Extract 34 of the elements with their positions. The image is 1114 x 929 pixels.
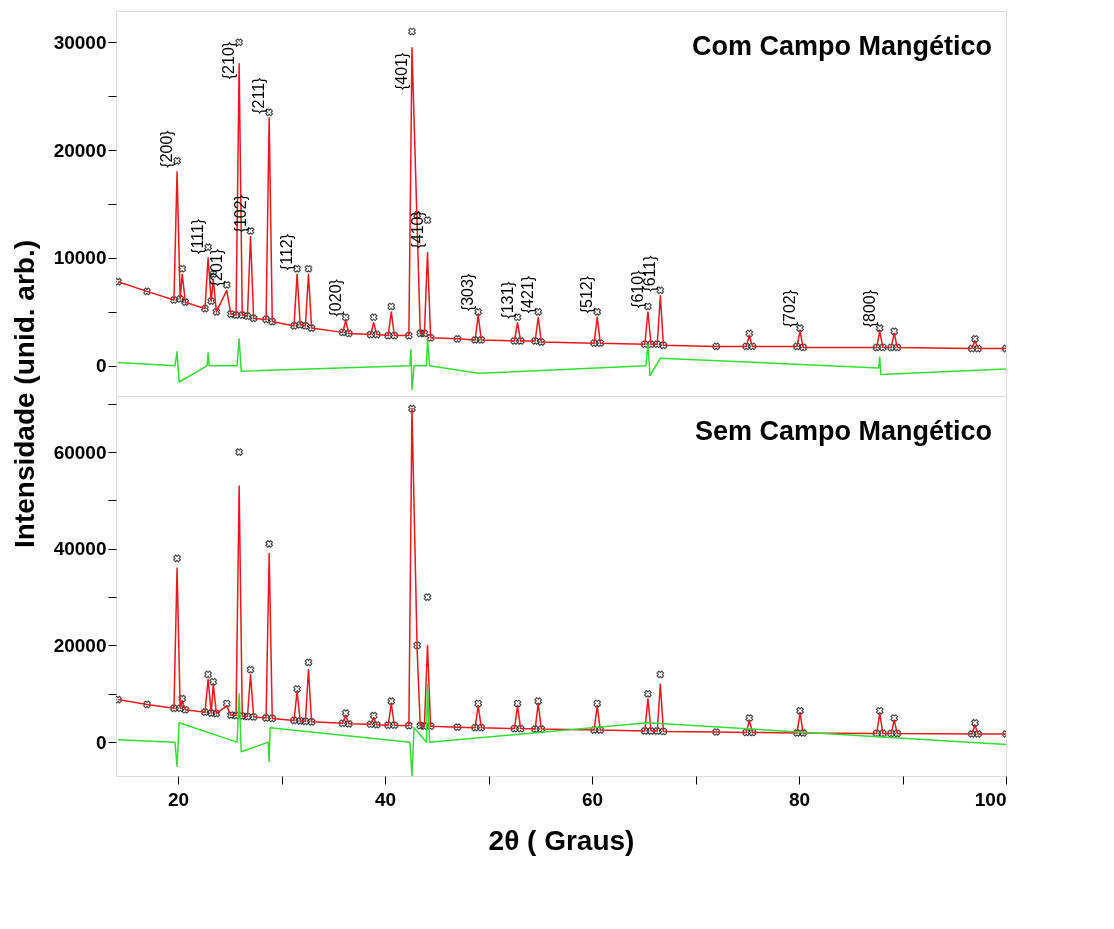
y-tick-label: 30000 <box>53 31 107 53</box>
annotation: {410} <box>408 210 426 249</box>
y-tick-label: 10000 <box>53 247 107 269</box>
x-tick-label: 100 <box>974 788 1007 810</box>
annotation: {112} <box>278 233 296 271</box>
annotation: {102} <box>231 194 249 233</box>
annotation: {800} <box>860 289 878 328</box>
line-series <box>117 683 1006 776</box>
y-tick-label: 0 <box>95 355 107 377</box>
annotation: {702} <box>781 289 799 328</box>
annotation: {512} <box>578 275 596 314</box>
y-tick-label: 20000 <box>53 139 107 161</box>
annotation: {200} <box>158 129 176 168</box>
y-axis-title: Intensidade (unid. arb.) <box>8 239 40 549</box>
y-tick-label: 20000 <box>53 634 107 656</box>
annotation: {211} <box>250 76 268 114</box>
annotation: {131} <box>498 280 516 319</box>
x-tick-label: 60 <box>581 788 604 810</box>
annotation: {020} <box>326 278 344 317</box>
x-axis-title: 2θ ( Graus) <box>488 824 635 856</box>
y-tick-label: 40000 <box>53 538 107 560</box>
x-tick-label: 20 <box>168 788 190 810</box>
annotation: {303} <box>459 273 477 312</box>
text: Sem Campo Mangético <box>694 416 992 446</box>
text: Com Campo Mangético <box>691 31 992 61</box>
annotation: {401} <box>392 52 410 91</box>
y-tick-label: 0 <box>95 731 107 753</box>
x-tick-label: 40 <box>375 788 397 810</box>
annotation: {111} <box>189 218 207 254</box>
annotation: {421} <box>519 275 537 314</box>
x-tick-label: 80 <box>788 788 811 810</box>
y-tick-label: 60000 <box>53 441 107 463</box>
annotation: {201} <box>207 248 225 287</box>
annotation: {210} <box>220 41 238 80</box>
